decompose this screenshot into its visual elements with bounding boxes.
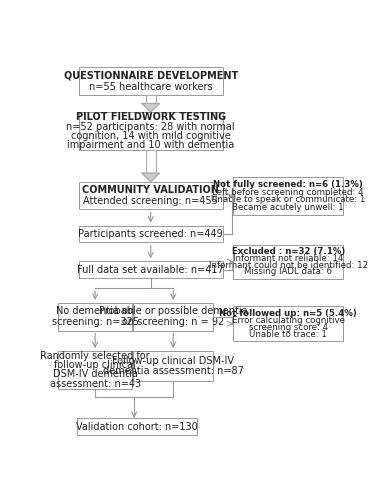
FancyBboxPatch shape xyxy=(146,150,156,173)
Polygon shape xyxy=(142,104,159,112)
Text: DSM-IV dementia: DSM-IV dementia xyxy=(53,370,137,380)
Text: screening score: 4: screening score: 4 xyxy=(249,322,328,332)
FancyBboxPatch shape xyxy=(234,306,343,341)
Text: Informant not reliable: 14: Informant not reliable: 14 xyxy=(233,254,343,263)
Text: Left before screening completed: 4: Left before screening completed: 4 xyxy=(213,188,364,196)
FancyBboxPatch shape xyxy=(146,95,156,104)
Text: assessment: n=43: assessment: n=43 xyxy=(50,378,141,388)
FancyBboxPatch shape xyxy=(133,303,213,330)
Text: impairment and 10 with dementia: impairment and 10 with dementia xyxy=(67,140,234,150)
Text: Probable or possible dementia: Probable or possible dementia xyxy=(99,306,248,316)
Text: Not fully screened: n=6 (1.3%): Not fully screened: n=6 (1.3%) xyxy=(213,180,363,189)
Text: Missing IADL data: 6: Missing IADL data: 6 xyxy=(244,268,332,276)
FancyBboxPatch shape xyxy=(78,226,223,242)
Text: Randomly selected for: Randomly selected for xyxy=(40,352,150,362)
Text: Informant could not be identified: 12: Informant could not be identified: 12 xyxy=(209,260,368,270)
Text: n=52 participants: 28 with normal: n=52 participants: 28 with normal xyxy=(66,122,235,132)
FancyBboxPatch shape xyxy=(77,418,197,435)
Text: COMMUNITY VALIDATION: COMMUNITY VALIDATION xyxy=(82,185,219,195)
FancyBboxPatch shape xyxy=(78,262,223,278)
FancyBboxPatch shape xyxy=(78,68,223,95)
Text: Follow-up clinical DSM-IV: Follow-up clinical DSM-IV xyxy=(112,356,234,366)
Text: No dementia on: No dementia on xyxy=(56,306,134,316)
Text: Became acutely unwell: 1: Became acutely unwell: 1 xyxy=(232,202,344,211)
Text: Excluded : n=32 (7.1%): Excluded : n=32 (7.1%) xyxy=(232,247,345,256)
Text: dementia assessment: n=87: dementia assessment: n=87 xyxy=(103,366,244,376)
FancyBboxPatch shape xyxy=(58,303,132,330)
FancyBboxPatch shape xyxy=(58,351,132,389)
Text: on screening: n = 92: on screening: n = 92 xyxy=(122,317,224,327)
Text: screening: n=325: screening: n=325 xyxy=(52,317,139,327)
FancyBboxPatch shape xyxy=(133,351,213,381)
Text: Attended screening: n=455: Attended screening: n=455 xyxy=(83,196,218,206)
FancyBboxPatch shape xyxy=(78,112,223,150)
Text: n=55 healthcare workers: n=55 healthcare workers xyxy=(89,82,213,92)
Text: follow-up clinical: follow-up clinical xyxy=(54,360,136,370)
Polygon shape xyxy=(142,173,159,182)
FancyBboxPatch shape xyxy=(234,245,343,278)
Text: Unable to trace: 1: Unable to trace: 1 xyxy=(249,330,327,338)
Text: Not followed up: n=5 (5.4%): Not followed up: n=5 (5.4%) xyxy=(220,309,357,318)
Text: Unable to speak or communicate: 1: Unable to speak or communicate: 1 xyxy=(211,195,365,204)
Text: Full data set available: n=417: Full data set available: n=417 xyxy=(77,265,224,275)
Text: PILOT FIELDWORK TESTING: PILOT FIELDWORK TESTING xyxy=(76,112,226,122)
FancyBboxPatch shape xyxy=(78,182,223,210)
FancyBboxPatch shape xyxy=(234,177,343,215)
Text: Participants screened: n=449: Participants screened: n=449 xyxy=(78,229,223,239)
Text: Validation cohort: n=130: Validation cohort: n=130 xyxy=(76,422,198,432)
Text: cognition, 14 with mild cognitive: cognition, 14 with mild cognitive xyxy=(71,131,230,141)
Text: Error calculating cognitive: Error calculating cognitive xyxy=(232,316,345,325)
Text: QUESTIONNAIRE DEVELOPMENT: QUESTIONNAIRE DEVELOPMENT xyxy=(64,71,238,81)
